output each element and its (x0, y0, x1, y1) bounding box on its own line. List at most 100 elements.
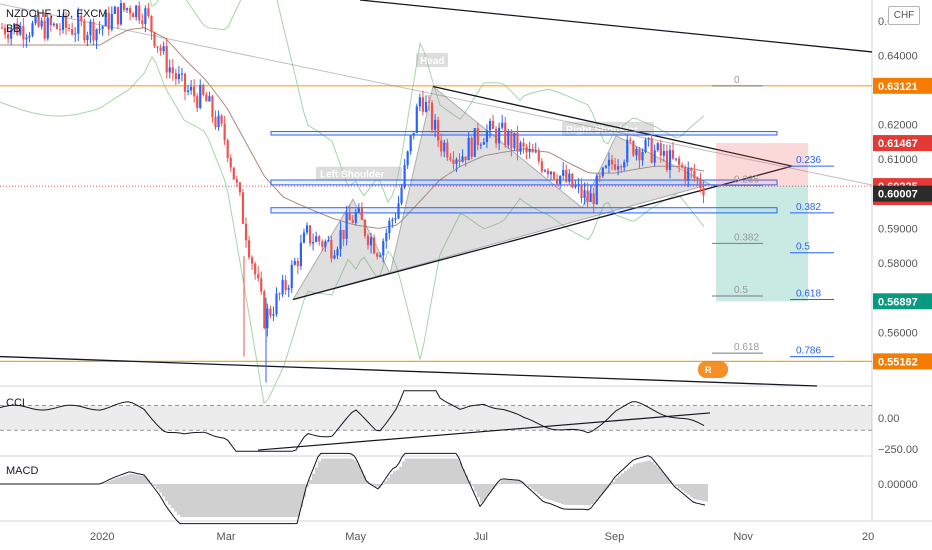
candle-body (324, 241, 327, 247)
macd-histogram-bar (642, 461, 645, 484)
trend-line[interactable] (432, 85, 793, 167)
candle-body (345, 213, 348, 239)
candle-body (601, 167, 604, 177)
macd-histogram-bar (360, 469, 363, 484)
candle-body (147, 8, 150, 16)
candle-body (272, 314, 275, 316)
macd-histogram-bar (129, 473, 132, 484)
macd-label[interactable]: MACD (6, 465, 39, 477)
candle-body (299, 242, 302, 266)
macd-histogram-bar (240, 484, 243, 517)
candle-body (92, 21, 95, 41)
fib-left-level-label: 0.5 (734, 285, 748, 296)
symbol-title[interactable]: NZDCHF, 1D, FXCM (6, 8, 108, 20)
price-tag-bg[interactable] (873, 185, 932, 202)
zone-rectangle[interactable] (270, 179, 778, 186)
price-tag-bg[interactable] (873, 135, 932, 152)
candle-body (626, 139, 629, 163)
candle-body (232, 167, 235, 180)
cci-pane: 0.00 −250.00 (0, 390, 918, 456)
macd-histogram-bar (516, 480, 519, 484)
event-marker[interactable] (698, 361, 728, 378)
fibonacci-retracements[interactable]: 0 0.236 0.382 0.5 0.618 0.236 0.382 0.5 0.618 0.7… (698, 75, 834, 378)
macd-histogram-bar (426, 458, 429, 484)
candle-body (613, 164, 617, 170)
macd-histogram-bar (525, 484, 528, 485)
candle-body (153, 32, 156, 47)
candle-body (104, 12, 107, 27)
candle-body (321, 241, 324, 247)
candle-body (458, 159, 461, 162)
candle-body (366, 235, 370, 246)
trend-line[interactable] (0, 355, 818, 387)
candle-body (43, 20, 46, 39)
candle-body (400, 187, 403, 204)
macd-histogram-bar (225, 484, 228, 517)
macd-histogram-bar (204, 484, 207, 517)
candle-body (617, 166, 620, 170)
position-stop-zone[interactable] (716, 143, 808, 187)
zone-rectangle[interactable] (270, 207, 778, 214)
bb-upper-band (149, 0, 705, 204)
macd-histogram-bar (699, 484, 702, 501)
macd-histogram-bar (390, 473, 393, 484)
candle-body (98, 28, 101, 30)
price-axis[interactable]: 0.650000.640000.620000.610000.590000.580… (873, 16, 932, 370)
candle-body (488, 121, 492, 131)
zone-rectangle[interactable] (270, 131, 778, 136)
indicator-bb-label[interactable]: BB (6, 23, 21, 35)
macd-histogram-bar (279, 484, 282, 517)
macd-histogram-bar (237, 484, 240, 517)
macd-histogram-bar (135, 474, 138, 484)
cci-label[interactable]: CCI (6, 397, 25, 409)
candle-body (138, 5, 141, 21)
candle-body (574, 185, 577, 188)
macd-histogram-bar (231, 484, 234, 517)
price-tag-label: 0.61467 (878, 138, 918, 150)
macd-histogram-bar (693, 484, 696, 499)
fib-left-level-label: 0.382 (734, 232, 759, 243)
candle-body (61, 15, 65, 30)
macd-histogram-bar (138, 475, 141, 484)
candle-body (644, 139, 647, 153)
long-trend-line[interactable] (0, 3, 873, 186)
trend-line[interactable] (359, 0, 873, 53)
macd-histogram-bar (327, 458, 330, 484)
price-tag-bg[interactable] (873, 353, 932, 370)
candle-body (607, 159, 611, 166)
candle-body (388, 220, 391, 234)
candle-body (409, 135, 412, 152)
short-position-tool[interactable] (716, 143, 808, 302)
candle-body (373, 237, 376, 254)
candle-body (690, 168, 693, 171)
currency-button[interactable]: CHF (888, 6, 920, 25)
macd-histogram-bar (645, 461, 648, 484)
macd-histogram-bar (303, 484, 306, 498)
candle-body (168, 67, 171, 73)
candle-body (263, 291, 266, 329)
pattern-label: Left Shoulder (320, 170, 385, 181)
candle-body (110, 13, 113, 30)
candle-body (199, 85, 202, 108)
candle-body (699, 178, 702, 189)
candle-body (687, 168, 690, 181)
candle-body (107, 12, 110, 30)
candle-body (193, 86, 196, 97)
macd-histogram-bar (207, 484, 210, 517)
candle-body (211, 96, 214, 118)
price-tag-bg[interactable] (873, 77, 932, 94)
price-tag-bg[interactable] (873, 293, 932, 310)
candle-body (684, 167, 687, 181)
macd-histogram-bar (312, 473, 315, 484)
candle-body (269, 308, 272, 316)
macd-histogram-bar (144, 476, 147, 484)
time-axis[interactable]: 2020 Mar May Jul Sep Nov 20 (90, 531, 874, 543)
cci-line (0, 390, 705, 452)
candle-body (37, 15, 40, 27)
candle-body (244, 223, 248, 241)
macd-histogram-bar (510, 480, 513, 484)
macd-histogram-bar (519, 480, 522, 484)
trend-line[interactable] (292, 165, 793, 301)
